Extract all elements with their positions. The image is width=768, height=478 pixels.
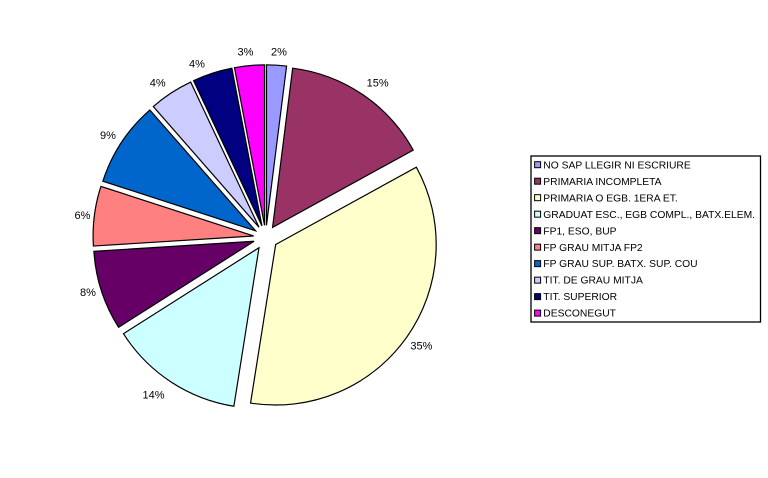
svg-text:NO SAP LLEGIR NI ESCRIURE: NO SAP LLEGIR NI ESCRIURE xyxy=(543,160,691,171)
svg-text:FP GRAU MITJA FP2: FP GRAU MITJA FP2 xyxy=(543,243,643,254)
svg-text:FP GRAU SUP. BATX. SUP. COU: FP GRAU SUP. BATX. SUP. COU xyxy=(543,259,697,270)
svg-text:3%: 3% xyxy=(238,47,254,59)
svg-text:PRIMARIA INCOMPLETA: PRIMARIA INCOMPLETA xyxy=(543,177,661,188)
svg-text:14%: 14% xyxy=(142,390,164,402)
svg-text:DESCONEGUT: DESCONEGUT xyxy=(543,309,616,320)
svg-text:4%: 4% xyxy=(150,77,166,89)
svg-text:GRADUAT ESC., EGB COMPL., BATX: GRADUAT ESC., EGB COMPL., BATX.ELEM. xyxy=(543,210,755,221)
svg-text:6%: 6% xyxy=(75,210,91,222)
svg-text:TIT. SUPERIOR: TIT. SUPERIOR xyxy=(543,292,617,303)
svg-text:9%: 9% xyxy=(100,130,116,142)
svg-text:8%: 8% xyxy=(80,287,96,299)
svg-text:TIT. DE GRAU MITJA: TIT. DE GRAU MITJA xyxy=(543,276,643,287)
svg-text:35%: 35% xyxy=(410,341,432,353)
svg-text:FP1, ESO, BUP: FP1, ESO, BUP xyxy=(543,226,616,237)
svg-text:15%: 15% xyxy=(367,78,389,90)
svg-text:PRIMARIA O EGB. 1ERA ET.: PRIMARIA O EGB. 1ERA ET. xyxy=(543,193,677,204)
svg-text:2%: 2% xyxy=(271,47,287,59)
svg-text:4%: 4% xyxy=(189,59,205,71)
